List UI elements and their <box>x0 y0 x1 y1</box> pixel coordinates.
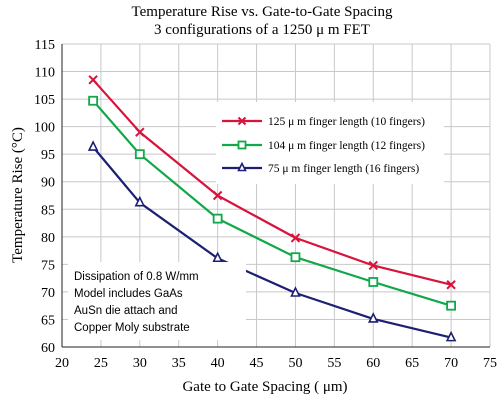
x-tick-labels: 20 25 30 35 40 45 50 55 60 65 70 75 <box>55 356 497 371</box>
legend-label: 104 μ m finger length (12 fingers) <box>268 140 425 152</box>
annotation-line: AuSn die attach and <box>74 305 178 317</box>
x-tick-label: 25 <box>94 356 108 371</box>
annotation-box: Dissipation of 0.8 W/mm Model includes Ga… <box>68 262 246 340</box>
series-line <box>92 99 452 307</box>
data-point <box>290 286 301 297</box>
marker-stroke <box>135 127 145 137</box>
x-tick-label: 70 <box>444 356 458 371</box>
series-1 <box>88 75 456 290</box>
data-point <box>445 330 457 342</box>
x-axis-label: Gate to Gate Spacing ( μm) <box>182 379 347 395</box>
y-axis-label: Temperature Rise (°C) <box>10 127 26 263</box>
y-tick-label: 80 <box>41 231 55 246</box>
x-tick-label: 60 <box>366 356 380 371</box>
legend-item: 104 μ m finger length (12 fingers) <box>222 140 425 152</box>
x-tick-label: 30 <box>133 356 147 371</box>
data-point <box>134 149 145 160</box>
series-line <box>92 146 452 339</box>
y-tick-label: 70 <box>41 286 55 301</box>
y-tick-label: 75 <box>41 258 55 273</box>
data-point <box>290 233 301 243</box>
x-tick-label: 65 <box>405 356 419 371</box>
y-tick-label: 65 <box>41 313 55 328</box>
data-point <box>88 75 98 85</box>
data-point <box>212 251 223 263</box>
data-point <box>446 300 456 311</box>
x-tick-label: 45 <box>250 356 264 371</box>
annotation-background <box>68 262 246 340</box>
legend-item: 125 μ m finger length (10 fingers) <box>222 116 425 128</box>
marker-stroke <box>237 116 247 126</box>
series-2 <box>88 95 456 311</box>
marker-stroke <box>368 260 378 271</box>
marker-stroke <box>290 233 301 243</box>
legend-marker <box>237 140 247 150</box>
data-point <box>367 312 379 323</box>
data-point <box>87 140 99 151</box>
data-point <box>368 260 378 271</box>
chart-subtitle: 3 configurations of a 1250 μ m FET <box>154 22 370 38</box>
legend-marker <box>237 161 247 172</box>
y-tick-labels: 60 65 70 75 80 85 90 95 100 105 110 115 <box>34 38 55 356</box>
data-point <box>135 127 145 137</box>
legend-label: 125 μ m finger length (10 fingers) <box>268 116 425 128</box>
y-tick-label: 60 <box>41 341 55 356</box>
marker-stroke <box>88 75 98 85</box>
data-point <box>212 213 223 224</box>
legend: 125 μ m finger length (10 fingers) 104 μ … <box>216 102 444 184</box>
annotation-line: Model includes GaAs <box>74 288 183 300</box>
y-tick-label: 115 <box>35 38 55 53</box>
x-tick-label: 55 <box>327 356 341 371</box>
marker-stroke <box>212 190 223 201</box>
data-point <box>88 95 99 106</box>
legend-marker <box>237 116 247 126</box>
series-line <box>92 79 452 286</box>
axes <box>61 44 490 348</box>
legend-box <box>216 102 444 184</box>
y-tick-label: 110 <box>35 66 55 81</box>
x-tick-label: 50 <box>288 356 302 371</box>
y-tick-label: 100 <box>34 121 55 136</box>
y-tick-label: 85 <box>41 203 55 218</box>
x-tick-label: 40 <box>211 356 225 371</box>
data-point <box>446 280 456 290</box>
x-tick-label: 75 <box>483 356 497 371</box>
chart-title: Temperature Rise vs. Gate-to-Gate Spacin… <box>132 4 393 20</box>
series-3 <box>87 140 457 342</box>
y-tick-label: 90 <box>41 176 55 191</box>
data-point <box>290 252 301 263</box>
annotation-line: Copper Moly substrate <box>74 322 190 334</box>
legend-item: 75 μ m finger length (16 fingers) <box>222 161 419 175</box>
marker-stroke <box>446 280 456 290</box>
annotation-line: Dissipation of 0.8 W/mm <box>74 271 199 283</box>
data-point <box>212 190 223 201</box>
data-point <box>368 277 379 287</box>
x-tick-label: 35 <box>172 356 186 371</box>
x-tick-label: 20 <box>55 356 69 371</box>
legend-label: 75 μ m finger length (16 fingers) <box>268 163 419 175</box>
data-point <box>134 195 146 207</box>
series-layer <box>87 75 457 342</box>
y-tick-label: 105 <box>34 93 55 108</box>
y-tick-label: 95 <box>41 148 55 163</box>
